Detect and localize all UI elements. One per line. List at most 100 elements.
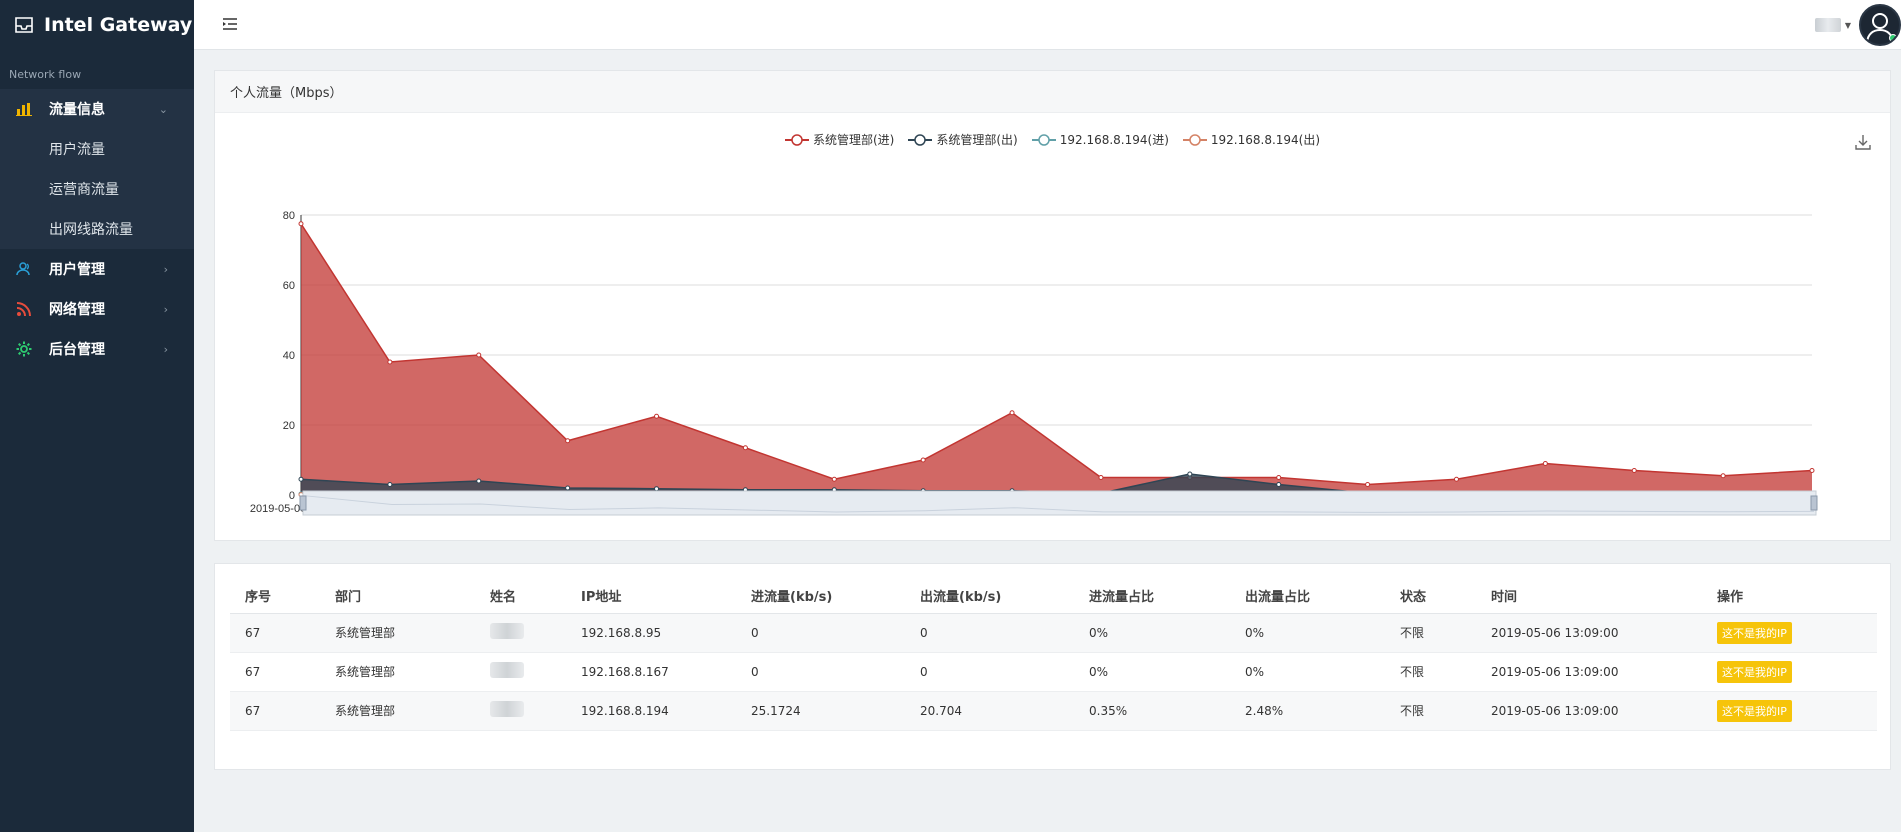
sidebar: Intel Gateway Network flow 流量信息 ⌄ 用户流量 运… [0,0,194,832]
column-header: 部门 [320,579,475,614]
zoom-slider-preview [302,495,1815,513]
column-header: 序号 [230,579,320,614]
online-status-dot [1889,34,1897,42]
sidebar-subitem-carrier-traffic[interactable]: 运营商流量 [49,182,119,198]
app-title: Intel Gateway [44,14,193,36]
data-point [476,352,482,358]
cell-id: 67 [230,652,320,692]
cell-in: 25.1724 [736,691,905,731]
traffic-chart-card: 个人流量（Mbps） 系统管理部(进) 系统管理部(出) 192.168.8.1… [214,70,1891,541]
cell-in-pct: 0% [1074,613,1230,653]
bar-chart-icon [15,100,33,118]
column-header: 操作 [1702,579,1877,614]
data-point [298,476,304,482]
sidebar-item-label: 用户管理 [49,262,105,278]
zoom-handle-right[interactable] [1810,495,1818,511]
data-point [387,359,393,365]
data-point [742,445,748,451]
traffic-table: 序号 部门 姓名 IP地址 进流量(kb/s) 出流量(kb/s) 进流量占比 … [230,579,1877,731]
cell-status: 不限 [1385,613,1476,653]
inbox-icon [14,16,34,34]
column-header: 出流量占比 [1230,579,1385,614]
cell-dept: 系统管理部 [320,691,475,731]
sidebar-item-label: 网络管理 [49,302,105,318]
not-my-ip-button[interactable]: 这不是我的IP [1717,699,1792,722]
cell-id: 67 [230,613,320,653]
column-header: 时间 [1476,579,1702,614]
cell-name [475,613,566,653]
cell-action: 这不是我的IP [1702,613,1877,653]
sidebar-subitem-egress-line-traffic[interactable]: 出网线路流量 [49,222,133,238]
legend-item-ip-in[interactable]: 192.168.8.194(进) [1031,131,1169,148]
chevron-right-icon: › [163,343,168,356]
table-row: 67 系统管理部 192.168.8.167 0 0 0% 0% 不限 2019… [230,652,1877,692]
user-menu[interactable]: ▼ [1814,3,1901,47]
not-my-ip-button[interactable]: 这不是我的IP [1717,621,1792,644]
data-point [387,482,393,487]
sidebar-subitem-user-traffic[interactable]: 用户流量 [49,142,105,158]
data-point [565,485,571,491]
cell-in: 0 [736,652,905,692]
sidebar-item-backend-management[interactable]: 后台管理 › [0,329,194,369]
column-header: 进流量占比 [1074,579,1230,614]
traffic-table-card: 序号 部门 姓名 IP地址 进流量(kb/s) 出流量(kb/s) 进流量占比 … [214,563,1891,770]
data-point [1187,471,1193,477]
sidebar-item-label: 流量信息 [49,102,105,118]
cell-name [475,652,566,692]
name-blurred [490,662,524,678]
data-point [920,457,926,463]
data-point [1365,482,1371,487]
data-point [1542,461,1548,466]
cell-time: 2019-05-06 13:09:00 [1476,613,1702,653]
data-point [1276,475,1282,480]
traffic-submenu: 用户流量 运营商流量 出网线路流量 [0,129,194,249]
y-tick-label: 20 [283,420,295,432]
cell-ip: 192.168.8.167 [566,652,736,692]
sidebar-item-user-management[interactable]: 用户管理 › [0,249,194,289]
cell-time: 2019-05-06 13:09:00 [1476,691,1702,731]
legend-item-ip-out[interactable]: 192.168.8.194(出) [1182,131,1321,148]
cell-status: 不限 [1385,652,1476,692]
zoom-handle-left[interactable] [299,495,307,511]
y-tick-label: 60 [283,280,295,292]
data-point [1453,476,1459,482]
brand[interactable]: Intel Gateway [0,0,194,50]
legend-label: 192.168.8.194(出) [1210,133,1321,147]
sidebar-item-network-management[interactable]: 网络管理 › [0,289,194,329]
data-point [1809,468,1815,473]
y-tick-label: 40 [283,350,295,362]
data-point [654,413,660,419]
data-point [1098,475,1104,480]
legend-item-dept-out[interactable]: 系统管理部(出) [908,131,1018,148]
cell-action: 这不是我的IP [1702,652,1877,692]
column-header: 状态 [1385,579,1476,614]
cell-id: 67 [230,691,320,731]
username-blurred [1814,18,1841,32]
data-point [654,486,660,492]
name-blurred [490,701,524,717]
sidebar-section-title: Network flow [9,68,82,81]
avatar[interactable] [1859,4,1901,46]
sidebar-item-traffic-info[interactable]: 流量信息 ⌄ [0,89,194,129]
legend-item-dept-in[interactable]: 系统管理部(进) [784,131,894,148]
card-title: 个人流量（Mbps） [215,71,1890,113]
data-point [1720,473,1726,479]
table-row: 67 系统管理部 192.168.8.95 0 0 0% 0% 不限 2019-… [230,613,1877,653]
sidebar-toggle-icon[interactable] [222,17,238,31]
cell-in-pct: 0% [1074,652,1230,692]
download-icon[interactable] [1854,133,1872,151]
not-my-ip-button[interactable]: 这不是我的IP [1717,660,1792,683]
cell-ip: 192.168.8.194 [566,691,736,731]
topbar: ▼ [194,0,1901,50]
data-point [298,221,304,227]
data-point [1009,410,1015,416]
column-header: 进流量(kb/s) [736,579,905,614]
cell-dept: 系统管理部 [320,652,475,692]
chevron-right-icon: › [163,303,168,316]
users-icon [15,260,33,278]
cell-out-pct: 0% [1230,613,1385,653]
series-area [301,223,1812,495]
series-line [300,223,1813,486]
chevron-right-icon: › [163,263,168,276]
